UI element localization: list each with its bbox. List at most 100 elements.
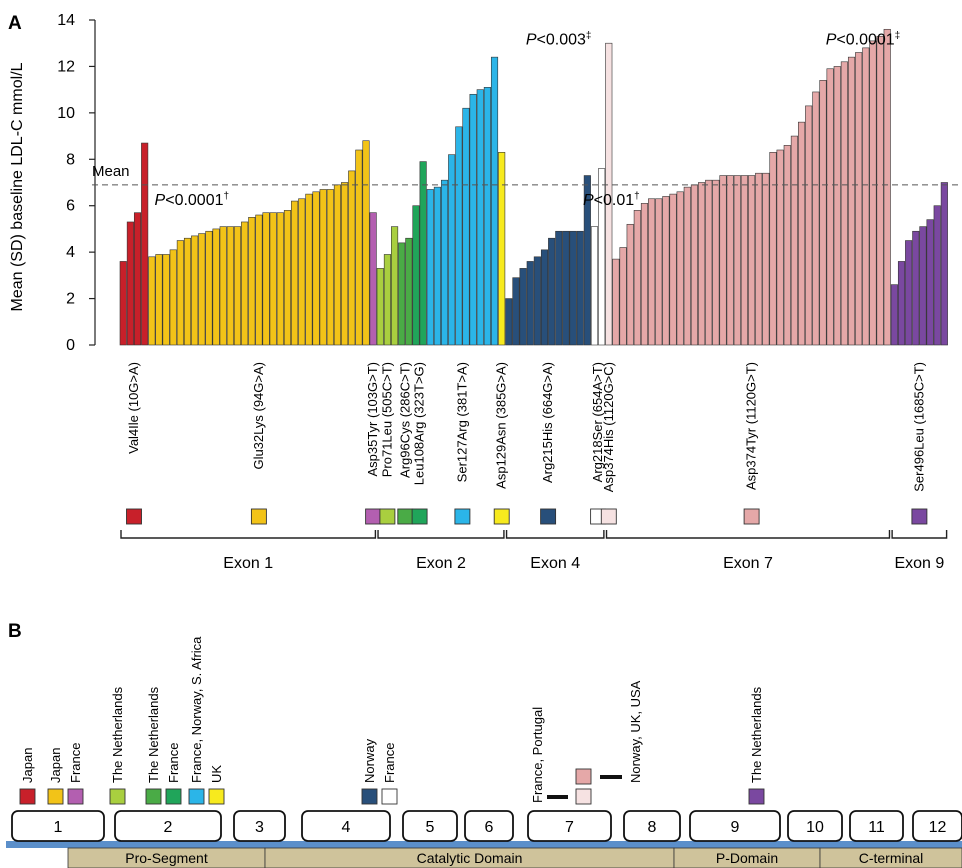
bar (526, 261, 534, 346)
bar (790, 135, 798, 346)
domain-band (819, 847, 962, 868)
bar (248, 217, 256, 346)
mutation-color-square (365, 508, 382, 525)
exon-box-label: 4 (342, 819, 351, 836)
bar (919, 226, 927, 346)
y-axis-title: Mean (SD) baseline LDL-C mmol/L (9, 62, 26, 311)
domain-label: Pro-Segment (125, 850, 208, 866)
bar (869, 40, 877, 346)
mutation-labels: Val4Ile (10G>A) Glu32Lys (94G>A) Asp35Tyr … (126, 362, 928, 525)
bar (847, 56, 856, 346)
country-label: The Netherlands (110, 686, 125, 783)
country-square (188, 788, 205, 805)
bar (198, 233, 206, 346)
bar (141, 142, 149, 346)
y-tick-label: 2 (66, 291, 75, 308)
bar (219, 226, 227, 346)
bar (712, 179, 720, 346)
bar (655, 198, 663, 346)
mutation-label: Arg215His (664G>A) (540, 362, 555, 483)
mutation-label: Ser496Leu (1685C>T) (911, 362, 926, 492)
bar (662, 196, 670, 346)
bar (519, 268, 527, 346)
bar (369, 212, 377, 346)
exon-label: Exon 4 (530, 555, 580, 572)
y-tick-label: 10 (57, 105, 75, 122)
bar (619, 247, 627, 346)
country-label: Japan (48, 748, 63, 783)
bar (483, 87, 491, 346)
bar (298, 198, 306, 346)
y-tick-label: 8 (66, 151, 75, 168)
y-tick-label: 4 (66, 244, 75, 261)
country-square (575, 788, 592, 805)
bar (505, 298, 513, 346)
bar (897, 261, 906, 346)
exon-box-label: 11 (868, 819, 885, 836)
p-value-label: P<0.0001† (155, 191, 230, 209)
mutation-label: Asp35Tyr (103G>T) (365, 362, 380, 477)
mutation-color-square (126, 508, 142, 525)
bar (476, 89, 484, 346)
mutation-color-square (493, 508, 510, 525)
bar (548, 237, 556, 346)
mutation-label: Asp374Tyr (1120G>T) (744, 362, 759, 490)
bar (512, 277, 520, 346)
bar (762, 172, 770, 346)
bar (740, 175, 748, 346)
bar (226, 226, 234, 346)
bar (405, 237, 413, 346)
bar (348, 170, 356, 346)
exon-box (11, 810, 105, 842)
bar (640, 203, 649, 346)
bar (333, 184, 342, 346)
exon-box (849, 810, 904, 842)
bar (355, 149, 363, 346)
mutation-color-square (411, 508, 428, 525)
bar (169, 249, 177, 346)
bar (540, 249, 549, 346)
bar (155, 254, 163, 346)
country-label: The Netherlands (146, 686, 161, 783)
country-square (575, 768, 592, 785)
exon-box (623, 810, 681, 842)
y-tick-label: 14 (57, 12, 75, 29)
bar (626, 223, 634, 346)
exon-label: Exon 9 (894, 555, 944, 572)
mutation-color-square (379, 508, 396, 525)
exon-box-label: 2 (164, 819, 173, 836)
exon-box-label: 5 (426, 819, 435, 836)
panel-a: A Mean (SD) baseline LDL-C mmol/L 0 2 4 6 8 1… (8, 12, 960, 572)
bar (291, 200, 299, 346)
bar (683, 186, 691, 346)
bar (812, 91, 820, 346)
bar (840, 61, 848, 346)
mutation-label: Ser127Arg (381T>A) (454, 362, 469, 482)
bar (926, 219, 934, 346)
mutation-label: Glu32Lys (94G>A) (251, 362, 266, 470)
country-label: France (68, 743, 83, 783)
panel-b: B Pro-Segment Catalytic Domain P-Domain C-t… (6, 621, 962, 868)
mutation-label: Arg96Cys (286C>T) (397, 362, 412, 478)
bar (598, 168, 606, 346)
country-square (208, 788, 225, 805)
gene-diagram: Pro-Segment Catalytic Domain P-Domain C-ter… (6, 636, 962, 868)
bar (562, 230, 570, 346)
bar (176, 240, 184, 346)
bar (769, 152, 777, 346)
bar (726, 175, 734, 346)
p-value-label: P<0.0001‡ (826, 31, 901, 49)
p-value-label: P<0.01† (583, 191, 640, 209)
bar (748, 175, 756, 346)
exon-bracket (605, 530, 891, 539)
p-value-label: P<0.003‡ (526, 31, 592, 49)
bar (933, 205, 941, 346)
exon-label: Exon 1 (223, 555, 273, 572)
country-label: France, Norway, S. Africa (189, 636, 204, 783)
bar (705, 179, 713, 346)
exon-box (114, 810, 222, 842)
bar (305, 193, 313, 346)
bar (133, 212, 142, 346)
country-square (47, 788, 64, 805)
